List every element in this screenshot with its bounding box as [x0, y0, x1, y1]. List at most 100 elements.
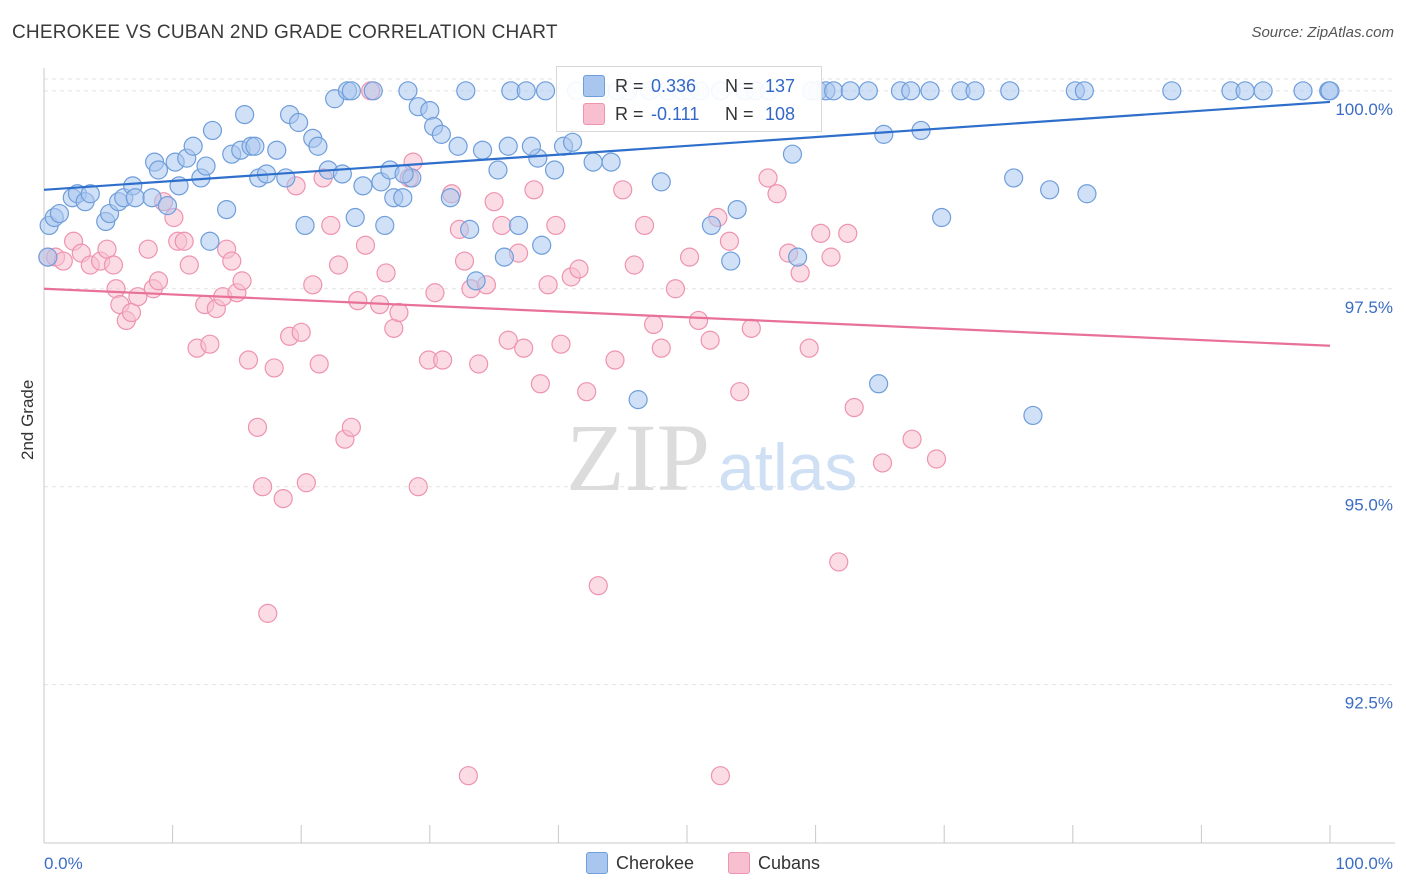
cubans-point	[569, 259, 589, 279]
cherokee-point	[393, 188, 413, 208]
cubans-point	[634, 215, 655, 236]
r-label: R =	[615, 103, 644, 124]
cubans-point	[328, 255, 349, 275]
cubans-swatch	[583, 103, 605, 125]
y-tick-label: 100.0%	[1335, 100, 1393, 119]
cherokee-point	[651, 172, 671, 192]
cubans-point	[679, 247, 700, 267]
cherokee-point	[1077, 184, 1097, 204]
cubans-point	[530, 374, 550, 394]
cubans-point	[730, 382, 750, 402]
cubans-point	[348, 291, 368, 311]
cubans-point	[253, 477, 273, 497]
cherokee-point	[345, 207, 365, 228]
cherokee-point	[1253, 81, 1273, 101]
cherokee-point	[508, 215, 529, 236]
cherokee-point	[1293, 81, 1313, 101]
cubans-point	[643, 314, 664, 335]
cherokee-point	[289, 112, 309, 133]
cherokee-point	[80, 184, 100, 204]
legend-label-cubans: Cubans	[758, 852, 821, 873]
cherokee-trend-line	[43, 100, 1331, 191]
cubans-point	[551, 334, 571, 354]
x-tick-label-max: 100.0%	[1335, 854, 1393, 873]
series-cherokee	[38, 81, 1340, 426]
cherokee-point	[157, 196, 178, 216]
cherokee-point	[332, 164, 352, 184]
cherokee-point	[183, 136, 203, 156]
cherokee-point	[466, 271, 486, 291]
cherokee-point	[295, 215, 315, 236]
cherokee-point	[727, 199, 747, 220]
cubans-point	[433, 350, 453, 370]
cherokee-point	[440, 188, 460, 208]
cubans-point	[926, 449, 947, 469]
cherokee-point	[965, 81, 985, 101]
cherokee-point	[148, 160, 169, 180]
cubans-point	[651, 338, 671, 358]
cherokee-point	[1074, 81, 1094, 101]
cubans-point	[138, 239, 158, 259]
cherokee-legend-swatch	[585, 852, 608, 874]
cherokee-point	[276, 168, 296, 188]
cubans-point	[425, 283, 445, 303]
cubans-point	[838, 223, 858, 243]
cherokee-point	[562, 132, 583, 152]
cherokee-point	[869, 374, 889, 394]
cherokee-point	[353, 176, 373, 196]
cubans-point	[719, 231, 740, 251]
cherokee-point	[245, 136, 265, 156]
cubans-legend-swatch	[728, 852, 750, 874]
cubans-point	[605, 350, 625, 370]
source-label: Source: ZipAtlas.com	[1251, 24, 1394, 41]
cherokee-point	[394, 164, 414, 184]
chart-title: CHEROKEE VS CUBAN 2ND GRADE CORRELATION …	[12, 22, 558, 43]
cubans-point	[492, 215, 512, 236]
cubans-point	[741, 318, 761, 338]
legend-label-cherokee: Cherokee	[615, 852, 694, 873]
cherokee-point	[1023, 405, 1043, 426]
cherokee-point	[1000, 81, 1020, 101]
watermark-atlas: atlas	[718, 430, 857, 504]
cubans-point	[291, 322, 311, 342]
cherokee-point	[235, 104, 255, 125]
legend-item-cubans[interactable]: Cubans	[728, 852, 820, 874]
cubans-point	[321, 215, 341, 236]
cubans-point	[458, 766, 478, 786]
cherokee-point	[460, 219, 480, 239]
cherokee-point	[398, 81, 418, 101]
cherokee-point	[217, 199, 237, 220]
cubans-point	[384, 318, 404, 338]
cherokee-point	[200, 231, 220, 251]
cubans-point	[821, 247, 841, 267]
cherokee-point	[456, 81, 476, 101]
cubans-point	[341, 417, 361, 437]
cherokee-point	[858, 81, 878, 101]
cherokee-point	[544, 160, 565, 180]
cubans-point	[811, 223, 831, 243]
y-tick-label: 95.0%	[1345, 496, 1393, 515]
cherokee-point	[1320, 81, 1340, 101]
cherokee-point	[920, 81, 940, 101]
cherokee-point	[308, 136, 328, 156]
cubans-point	[303, 275, 323, 295]
cherokee-point	[824, 81, 844, 101]
cubans-point	[179, 255, 199, 275]
y-tick-label: 92.5%	[1345, 694, 1393, 713]
watermark-zip: ZIP	[566, 404, 710, 511]
cherokee-point	[49, 203, 70, 224]
cherokee-point	[874, 124, 894, 144]
cubans-point	[148, 271, 169, 291]
cherokee-point	[521, 136, 541, 156]
cubans-point	[273, 488, 293, 509]
cubans-point	[498, 330, 518, 350]
cubans-point	[106, 279, 126, 299]
legend-item-cherokee[interactable]: Cherokee	[585, 852, 694, 874]
gridlines	[44, 78, 1395, 686]
cubans-point	[588, 576, 608, 596]
cubans-point	[103, 255, 124, 275]
cherokee-point	[932, 207, 952, 228]
cherokee-point	[1162, 81, 1182, 101]
cubans-point	[872, 453, 893, 473]
